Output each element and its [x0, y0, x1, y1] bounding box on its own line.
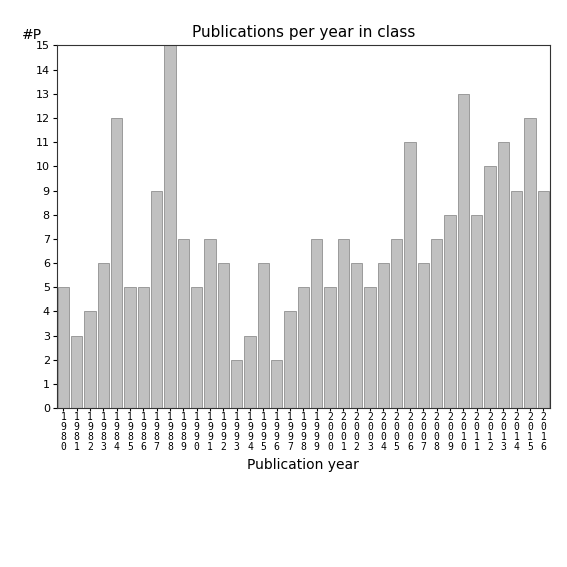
Bar [524, 118, 536, 408]
Bar [98, 263, 109, 408]
Bar [151, 191, 162, 408]
Bar [271, 360, 282, 408]
Bar [58, 287, 69, 408]
Bar [218, 263, 229, 408]
Bar [404, 142, 416, 408]
Bar [111, 118, 122, 408]
Bar [311, 239, 323, 408]
Bar [298, 287, 309, 408]
Bar [138, 287, 149, 408]
Bar [458, 94, 469, 408]
Bar [324, 287, 336, 408]
Bar [257, 263, 269, 408]
X-axis label: Publication year: Publication year [247, 458, 359, 472]
Bar [204, 239, 215, 408]
Title: Publications per year in class: Publications per year in class [192, 25, 415, 40]
Bar [191, 287, 202, 408]
Bar [351, 263, 362, 408]
Bar [445, 215, 456, 408]
Bar [471, 215, 483, 408]
Bar [164, 45, 176, 408]
Bar [71, 336, 82, 408]
Bar [244, 336, 256, 408]
Text: #P: #P [22, 28, 43, 42]
Bar [418, 263, 429, 408]
Bar [124, 287, 136, 408]
Bar [484, 166, 496, 408]
Bar [84, 311, 96, 408]
Bar [284, 311, 295, 408]
Bar [231, 360, 242, 408]
Bar [511, 191, 522, 408]
Bar [338, 239, 349, 408]
Bar [498, 142, 509, 408]
Bar [431, 239, 442, 408]
Bar [365, 287, 376, 408]
Bar [378, 263, 389, 408]
Bar [177, 239, 189, 408]
Bar [391, 239, 403, 408]
Bar [538, 191, 549, 408]
